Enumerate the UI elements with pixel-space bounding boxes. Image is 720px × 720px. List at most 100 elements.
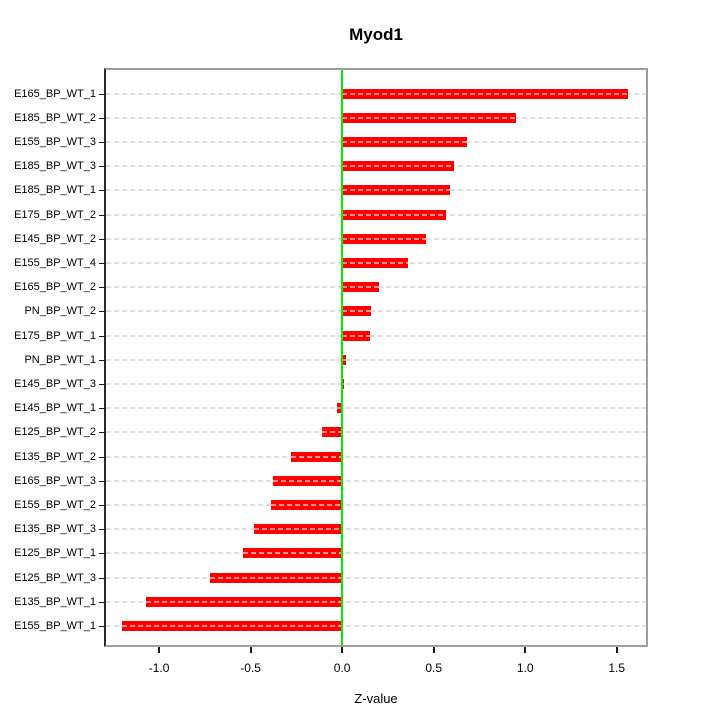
bar-stripe [342, 165, 454, 168]
grid-line [106, 576, 646, 579]
bar-stripe [342, 92, 628, 95]
bar-stripe [342, 237, 427, 240]
y-axis-tick [99, 577, 106, 579]
x-axis-tick [341, 647, 344, 653]
y-axis-label: E145_BP_WT_2 [14, 232, 96, 245]
y-axis-tick [99, 335, 106, 337]
y-axis-label: E175_BP_WT_1 [14, 329, 96, 342]
bar [342, 233, 427, 244]
bar [146, 596, 343, 607]
x-axis-tick-label: 1.5 [608, 661, 626, 675]
bar-stripe [342, 189, 451, 192]
bar [290, 451, 343, 462]
grid-line [106, 407, 646, 410]
x-axis-tick [615, 647, 618, 653]
y-axis-label: E135_BP_WT_2 [14, 450, 96, 463]
y-axis-label: E135_BP_WT_3 [14, 523, 96, 536]
y-axis-label: PN_BP_WT_2 [24, 305, 96, 318]
zero-reference-line [341, 70, 344, 645]
bar-stripe [342, 286, 379, 289]
y-axis-tick [99, 504, 106, 506]
bar [342, 257, 409, 268]
grid-line [106, 624, 646, 627]
y-axis-tick [99, 141, 106, 143]
y-axis-tick [99, 166, 106, 168]
y-axis-label: E155_BP_WT_4 [14, 256, 96, 269]
plot-area [104, 68, 648, 647]
y-axis-tick [99, 529, 106, 531]
y-axis-tick [99, 383, 106, 385]
y-axis-tick [99, 625, 106, 627]
y-axis-label: E125_BP_WT_2 [14, 426, 96, 439]
bar-stripe [342, 140, 467, 143]
grid-line [106, 431, 646, 434]
y-axis-label: E135_BP_WT_1 [14, 595, 96, 608]
bar [342, 330, 370, 341]
y-axis-label: E165_BP_WT_3 [14, 474, 96, 487]
bar [210, 572, 343, 583]
bar-stripe [290, 455, 343, 458]
y-axis-tick [99, 601, 106, 603]
bar [322, 427, 343, 438]
bar-stripe [322, 431, 343, 434]
y-axis-tick [99, 262, 106, 264]
x-axis-title: Z-value [354, 691, 398, 706]
bar [270, 499, 343, 510]
y-axis-tick [99, 553, 106, 555]
x-axis-tick-label: -0.5 [240, 661, 261, 675]
y-axis-label: E165_BP_WT_1 [14, 87, 96, 100]
bar-stripe [342, 310, 372, 313]
y-axis-label: E165_BP_WT_2 [14, 281, 96, 294]
x-axis-tick [432, 647, 435, 653]
bar-stripe [122, 624, 343, 627]
bar [342, 161, 454, 172]
bar-stripe [336, 407, 343, 410]
y-axis-label: E185_BP_WT_1 [14, 184, 96, 197]
grid-line [106, 382, 646, 385]
bar-stripe [342, 358, 346, 361]
bar [243, 548, 343, 559]
y-axis-label: E155_BP_WT_1 [14, 619, 96, 632]
grid-line [106, 358, 646, 361]
grid-line [106, 479, 646, 482]
bar [122, 620, 343, 631]
y-axis-tick [99, 117, 106, 119]
bar-stripe [272, 479, 343, 482]
chart-title: Myod1 [349, 25, 403, 44]
bar [272, 475, 343, 486]
y-axis-tick [99, 408, 106, 410]
x-axis-tick [249, 647, 252, 653]
y-axis-tick [99, 456, 106, 458]
x-axis-tick [158, 647, 161, 653]
y-axis-label: E125_BP_WT_3 [14, 571, 96, 584]
y-axis-tick [99, 359, 106, 361]
x-axis-tick-label: 0.5 [425, 661, 442, 675]
grid-line [106, 528, 646, 531]
bar-stripe [342, 334, 370, 337]
grid-line [106, 334, 646, 337]
y-axis-label: E145_BP_WT_3 [14, 377, 96, 390]
bar-stripe [342, 213, 447, 216]
y-axis-label: E185_BP_WT_2 [14, 111, 96, 124]
x-axis-tick [524, 647, 527, 653]
y-axis-label: E175_BP_WT_2 [14, 208, 96, 221]
x-axis-tick-label: -1.0 [148, 661, 170, 675]
grid-line [106, 600, 646, 603]
bar [336, 403, 343, 414]
y-axis-tick [99, 287, 106, 289]
bar-stripe [342, 261, 409, 264]
grid-line [106, 455, 646, 458]
x-axis-tick-label: 0.0 [333, 661, 351, 675]
y-axis-tick [99, 190, 106, 192]
bar [254, 524, 343, 535]
y-axis-tick [99, 238, 106, 240]
grid-line [106, 310, 646, 313]
y-axis-tick [99, 480, 106, 482]
bar-stripe [243, 552, 343, 555]
y-axis-tick [99, 93, 106, 95]
bar [342, 112, 517, 123]
y-axis-label: E185_BP_WT_3 [14, 160, 96, 173]
y-axis-label: E145_BP_WT_1 [14, 402, 96, 415]
grid-line [106, 552, 646, 555]
